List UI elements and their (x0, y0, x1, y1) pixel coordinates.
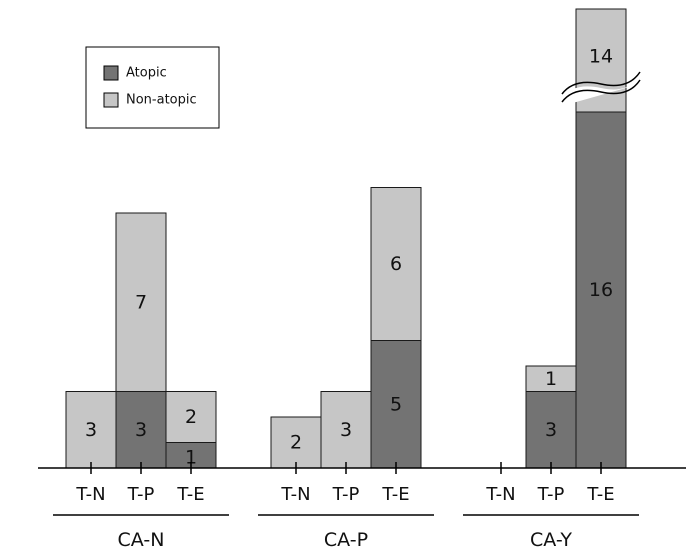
group-label-CA-N: CA-N (118, 529, 165, 548)
axis-break-mark (561, 79, 641, 103)
legend-swatch-non-atopic (103, 92, 119, 108)
bar-CA-Y-T-P-non-atopic (525, 365, 577, 392)
bar-CA-P-T-E-non-atopic (370, 187, 422, 341)
legend-swatch-atopic (103, 65, 119, 81)
x-tick-label-CA-N-T-P: T-P (127, 484, 155, 505)
x-tick-label-CA-P-T-E: T-E (381, 484, 409, 505)
data-label-CA-N-T-E-non-atopic: 2 (185, 406, 197, 428)
axis-break-mark (561, 71, 641, 95)
legend-label-non-atopic: Non-atopic (126, 93, 197, 108)
bar-CA-P-T-N-non-atopic (270, 416, 322, 469)
x-tick-label-CA-N-T-N: T-N (75, 484, 105, 505)
bar-CA-Y-T-E-atopic (575, 111, 627, 469)
data-label-CA-P-T-P-non-atopic: 3 (340, 419, 352, 441)
axis-break-gap (562, 76, 640, 106)
x-tick-label-CA-N-T-E: T-E (176, 484, 204, 505)
bar-CA-P-T-E-atopic (370, 340, 422, 469)
data-label-CA-Y-T-E-non-atopic: 14 (589, 46, 613, 68)
x-tick-label-CA-Y-T-E: T-E (586, 484, 614, 505)
bar-CA-N-T-P-non-atopic (115, 212, 167, 392)
x-tick-label-CA-Y-T-P: T-P (537, 484, 565, 505)
data-label-CA-N-T-E-atopic: 1 (185, 446, 197, 468)
data-label-CA-P-T-E-atopic: 5 (390, 393, 402, 415)
x-tick-label-CA-P-T-N: T-N (280, 484, 310, 505)
data-label-CA-Y-T-P-atopic: 3 (545, 419, 557, 441)
legend-label-atopic: Atopic (126, 66, 167, 81)
group-label-CA-Y: CA-Y (530, 529, 572, 548)
data-label-CA-P-T-N-non-atopic: 2 (290, 432, 302, 454)
x-tick-label-CA-Y-T-N: T-N (485, 484, 515, 505)
data-label-CA-N-T-N-non-atopic: 3 (85, 419, 97, 441)
data-label-CA-N-T-P-atopic: 3 (135, 419, 147, 441)
bar-CA-N-T-P-atopic (115, 391, 167, 469)
group-label-CA-P: CA-P (324, 529, 368, 548)
data-label-CA-P-T-E-non-atopic: 6 (390, 253, 402, 275)
bar-CA-N-T-E-non-atopic (165, 391, 217, 443)
bar-CA-N-T-N-non-atopic (65, 391, 117, 469)
data-label-CA-N-T-P-non-atopic: 7 (135, 291, 147, 313)
legend (85, 46, 220, 129)
data-label-CA-Y-T-E-atopic: 16 (589, 279, 613, 301)
bar-CA-P-T-P-non-atopic (320, 391, 372, 469)
x-tick-label-CA-P-T-P: T-P (332, 484, 360, 505)
data-label-CA-Y-T-P-non-atopic: 1 (545, 368, 557, 390)
